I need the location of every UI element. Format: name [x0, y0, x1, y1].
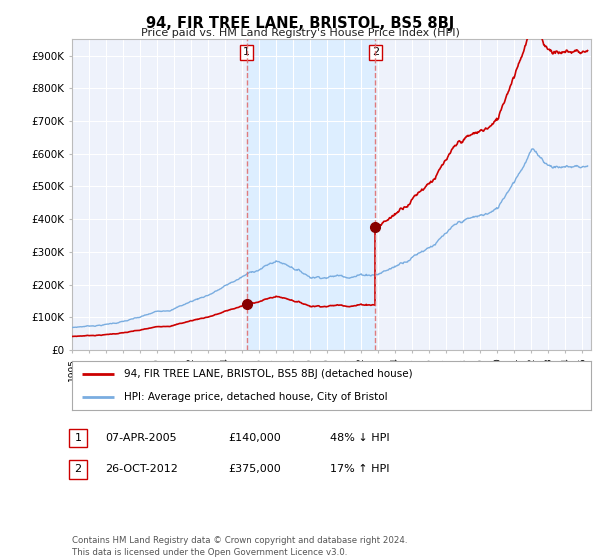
- Text: 2: 2: [74, 464, 82, 474]
- Bar: [247, 39, 375, 350]
- Text: 1: 1: [243, 47, 250, 57]
- Text: 07-APR-2005: 07-APR-2005: [105, 433, 176, 443]
- Text: 17% ↑ HPI: 17% ↑ HPI: [330, 464, 389, 474]
- Text: £140,000: £140,000: [228, 433, 281, 443]
- Text: 94, FIR TREE LANE, BRISTOL, BS5 8BJ (detached house): 94, FIR TREE LANE, BRISTOL, BS5 8BJ (det…: [124, 370, 413, 380]
- Text: £375,000: £375,000: [228, 464, 281, 474]
- Text: HPI: Average price, detached house, City of Bristol: HPI: Average price, detached house, City…: [124, 392, 388, 402]
- Text: 48% ↓ HPI: 48% ↓ HPI: [330, 433, 389, 443]
- Text: 1: 1: [74, 433, 82, 443]
- Text: Contains HM Land Registry data © Crown copyright and database right 2024.
This d: Contains HM Land Registry data © Crown c…: [72, 536, 407, 557]
- Text: 94, FIR TREE LANE, BRISTOL, BS5 8BJ: 94, FIR TREE LANE, BRISTOL, BS5 8BJ: [146, 16, 454, 31]
- Text: Price paid vs. HM Land Registry's House Price Index (HPI): Price paid vs. HM Land Registry's House …: [140, 28, 460, 38]
- Text: 26-OCT-2012: 26-OCT-2012: [105, 464, 178, 474]
- Text: 2: 2: [371, 47, 379, 57]
